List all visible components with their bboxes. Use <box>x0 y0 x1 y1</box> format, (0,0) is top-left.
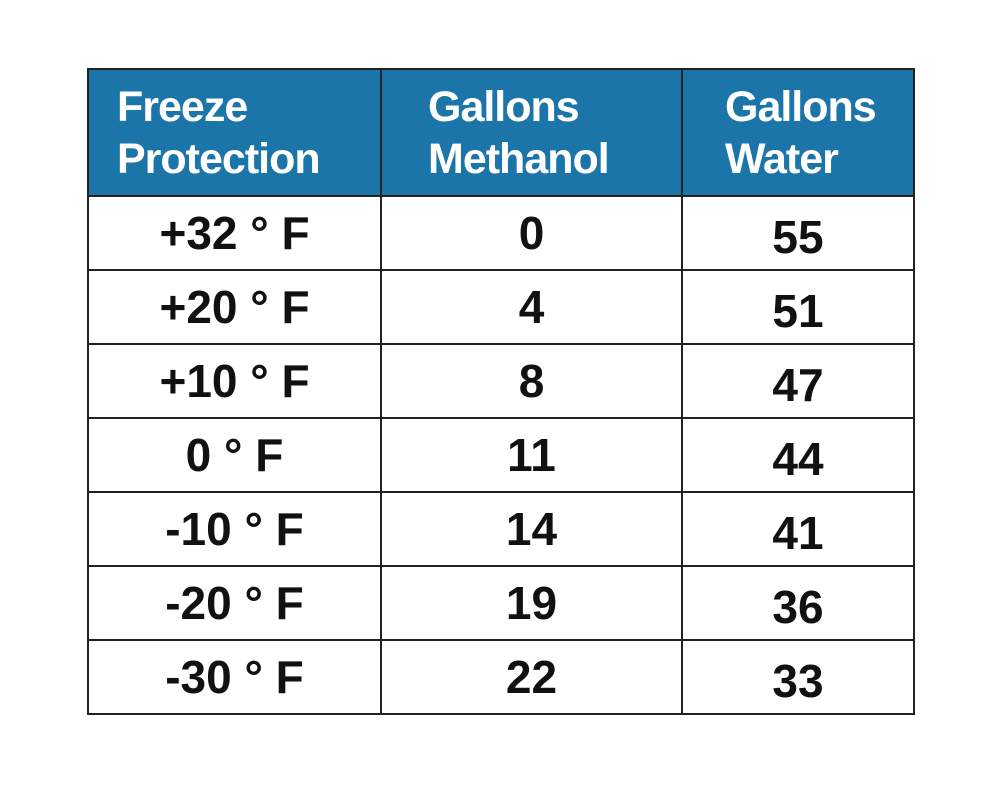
table-cell: 47 <box>681 343 915 419</box>
header-text: Freeze Protection <box>117 82 321 183</box>
table-cell: 14 <box>380 491 683 567</box>
table-cell: +20 ° F <box>87 269 382 345</box>
table-cell: 19 <box>380 565 683 641</box>
table-cell: 11 <box>380 417 683 493</box>
table-row: 0 ° F 11 44 <box>87 417 915 493</box>
table-cell: +10 ° F <box>87 343 382 419</box>
table-header: Freeze Protection Gallons Methanol Gallo… <box>87 68 915 197</box>
table-cell: 4 <box>380 269 683 345</box>
table-cell: 55 <box>681 195 915 271</box>
table-row: +10 ° F 8 47 <box>87 343 915 419</box>
header-text: Gallons Water <box>725 82 877 183</box>
table-cell: 44 <box>681 417 915 493</box>
table-row: +32 ° F 0 55 <box>87 195 915 271</box>
table-cell: 22 <box>380 639 683 715</box>
header-cell: Freeze Protection <box>87 68 382 197</box>
header-text: Gallons Methanol <box>428 82 610 183</box>
table-row: -20 ° F 19 36 <box>87 565 915 641</box>
table-cell: 51 <box>681 269 915 345</box>
table-cell: 36 <box>681 565 915 641</box>
table-cell: 33 <box>681 639 915 715</box>
table-cell: -30 ° F <box>87 639 382 715</box>
header-cell: Gallons Water <box>681 68 915 197</box>
table-cell: +32 ° F <box>87 195 382 271</box>
table-cell: 41 <box>681 491 915 567</box>
table-row: -30 ° F 22 33 <box>87 639 915 715</box>
table-cell: 8 <box>380 343 683 419</box>
table-cell: -20 ° F <box>87 565 382 641</box>
table-cell: -10 ° F <box>87 491 382 567</box>
table-row: +20 ° F 4 51 <box>87 269 915 345</box>
table-body: +32 ° F 0 55 +20 ° F 4 51 +10 ° F 8 47 0 ° F 11 44-… <box>87 195 915 715</box>
table-cell: 0 <box>380 195 683 271</box>
table-row: -10 ° F 14 41 <box>87 491 915 567</box>
table-cell: 0 ° F <box>87 417 382 493</box>
freeze-table: Freeze Protection Gallons Methanol Gallo… <box>87 68 915 715</box>
header-cell: Gallons Methanol <box>380 68 683 197</box>
header-row: Freeze Protection Gallons Methanol Gallo… <box>87 68 915 197</box>
